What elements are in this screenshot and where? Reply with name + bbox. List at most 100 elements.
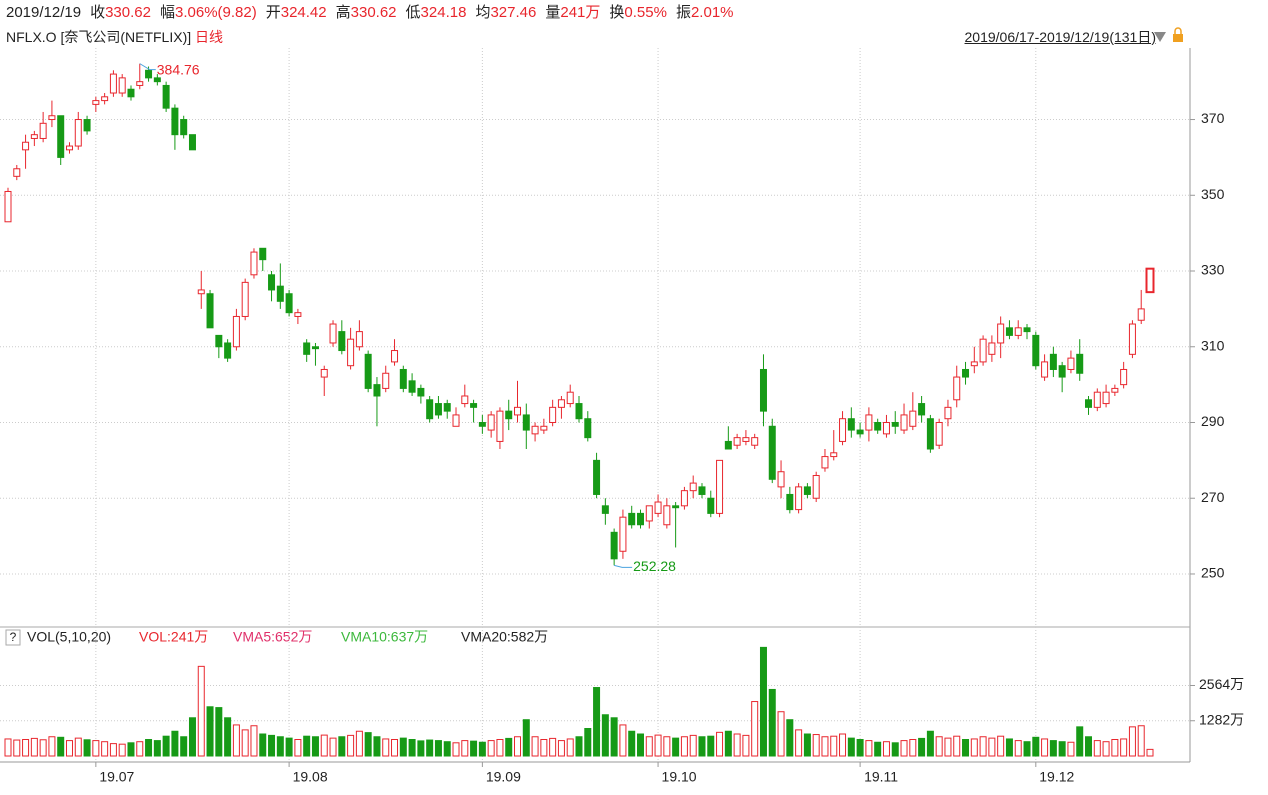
candle-body: [698, 486, 706, 495]
candle-body: [127, 88, 135, 98]
candle-body: [215, 334, 223, 348]
help-label[interactable]: ?: [10, 630, 17, 644]
volume-bar: [391, 739, 399, 757]
volume-bar: [461, 740, 469, 757]
dropdown-icon[interactable]: [1154, 32, 1166, 42]
quote-label: 低: [405, 4, 421, 21]
candle-body: [680, 490, 688, 507]
candle-body: [786, 493, 794, 511]
candle-body: [847, 418, 855, 431]
candle-body: [777, 471, 785, 488]
volume-bar: [215, 707, 223, 757]
volume-bar: [979, 736, 987, 757]
candle-body: [101, 96, 109, 102]
candle-body: [733, 437, 741, 446]
candle-body: [478, 421, 486, 427]
lock-icon[interactable]: [1173, 34, 1183, 42]
volume-bar: [145, 739, 153, 757]
quote-header: 2019/12/19 收330.62 幅3.06%(9.82) 开324.42 高330…: [6, 1, 743, 22]
y-tick-label: 250: [1201, 565, 1225, 581]
quote-value: 0.55%: [624, 4, 667, 21]
volume-bar: [874, 741, 882, 757]
volume-bar: [619, 724, 627, 757]
volume-bar: [557, 740, 565, 757]
volume-bar: [522, 719, 530, 757]
volume-bar: [962, 739, 970, 757]
candle-body: [891, 421, 899, 427]
candle-body: [443, 403, 451, 412]
volume-bar: [83, 739, 91, 757]
candle-body: [1058, 365, 1066, 378]
vol-legend-vma10: VMA10:637万: [341, 629, 428, 645]
volume-bar: [320, 734, 328, 757]
volume-bar: [645, 736, 653, 757]
candle-body: [320, 368, 328, 378]
volume-bar: [953, 735, 961, 757]
candle-body: [882, 421, 890, 435]
candle-body: [171, 107, 179, 136]
volume-bar: [751, 701, 759, 757]
candle-body: [610, 531, 618, 560]
volume-bar: [268, 734, 276, 757]
volume-bar: [680, 736, 688, 757]
candle-body: [970, 361, 978, 367]
quote-value: 324.18: [420, 4, 467, 21]
volume-bar: [1014, 740, 1022, 757]
date-range[interactable]: 2019/06/17-2019/12/19(131日): [964, 29, 1156, 45]
x-tick-label: 19.07: [99, 769, 134, 785]
candle-body: [136, 81, 144, 86]
candle-body: [549, 406, 557, 423]
candle-body: [241, 281, 249, 317]
candle-body: [180, 119, 188, 136]
candle-body: [522, 414, 530, 431]
quote-value: 324.42: [280, 4, 327, 21]
volume-bar: [48, 736, 56, 757]
volume-bar: [926, 730, 934, 757]
volume-bar: [689, 734, 697, 757]
volume-bar: [1005, 738, 1013, 757]
candle-body: [408, 380, 416, 393]
candle-body: [57, 115, 65, 158]
volume-bar: [1067, 741, 1075, 757]
candle-body: [250, 251, 258, 276]
volume-bar: [478, 741, 486, 757]
candle-body: [593, 459, 601, 495]
volume-bar: [74, 737, 82, 757]
volume-bar: [821, 736, 829, 757]
candle-body: [1076, 353, 1084, 374]
candle-body: [1137, 308, 1145, 321]
candle-body: [628, 512, 636, 526]
x-tick-label: 19.09: [486, 769, 521, 785]
volume-bar: [347, 734, 355, 757]
candle-body: [338, 331, 346, 352]
volume-bar: [338, 736, 346, 757]
volume-bar: [188, 717, 196, 757]
help-box[interactable]: [5, 629, 21, 646]
high-label: 384.76: [157, 61, 200, 77]
candle-body: [557, 399, 565, 408]
volume-bar: [92, 740, 100, 757]
volume-bar: [1093, 740, 1101, 757]
volume-bar: [311, 736, 319, 757]
candle-body: [391, 350, 399, 363]
candle-body: [4, 190, 12, 223]
volume-bar: [654, 734, 662, 757]
volume-bar: [856, 739, 864, 757]
volume-bar: [1120, 738, 1128, 757]
volume-bar: [303, 735, 311, 757]
candle-body: [145, 69, 153, 79]
volume-bar: [918, 737, 926, 757]
candle-body: [74, 119, 82, 147]
volume-bar: [514, 736, 522, 757]
y-tick-label: 330: [1201, 262, 1225, 278]
candle-body: [30, 134, 38, 139]
volume-bar: [505, 737, 513, 757]
volume-bar: [628, 730, 636, 757]
y-tick-label: 350: [1201, 186, 1225, 202]
volume-bar: [1058, 741, 1066, 757]
x-tick-label: 19.10: [662, 769, 697, 785]
candle-body: [935, 421, 943, 446]
candle-body: [347, 338, 355, 367]
volume-bar: [786, 719, 794, 757]
